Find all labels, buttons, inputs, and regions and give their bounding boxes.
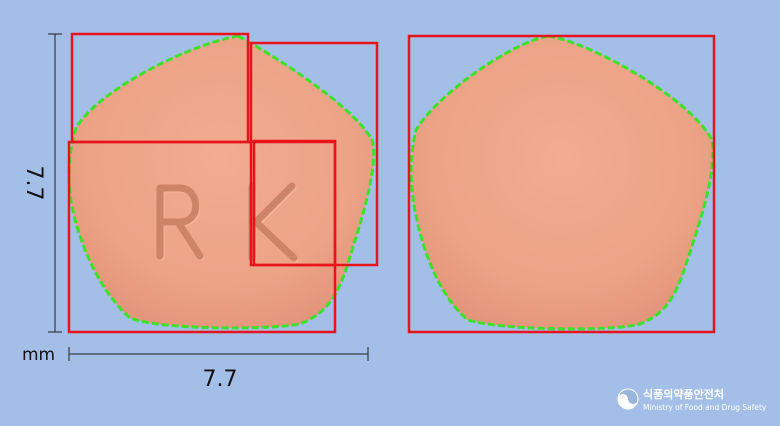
mfds-name-ko: 식품의약품안전처 — [643, 387, 724, 401]
tablet-front-contour — [67, 34, 376, 330]
tablet-back-contour — [409, 34, 715, 331]
detection-box-front-top-left — [70, 32, 250, 144]
detection-box-back — [407, 34, 716, 334]
unit-label: mm — [22, 345, 55, 365]
mfds-logo: 식품의약품안전처 Ministry of Food and Drug Safet… — [617, 387, 767, 412]
tablet-front: RK — [67, 34, 376, 330]
tablet-back-body — [411, 36, 713, 329]
width-label: 7.7 — [203, 367, 238, 392]
mfds-name-en: Ministry of Food and Drug Safety — [643, 403, 767, 412]
width-dimension: 7.7 — [68, 347, 369, 392]
detection-boxes — [67, 32, 716, 334]
height-label: 7.7 — [21, 166, 46, 201]
tablet-back — [409, 34, 715, 331]
height-dimension: 7.7 — [21, 33, 62, 333]
tablet-front-body — [68, 36, 374, 328]
mfds-emblem-icon — [617, 388, 639, 410]
detection-box-front-inner — [252, 139, 337, 267]
